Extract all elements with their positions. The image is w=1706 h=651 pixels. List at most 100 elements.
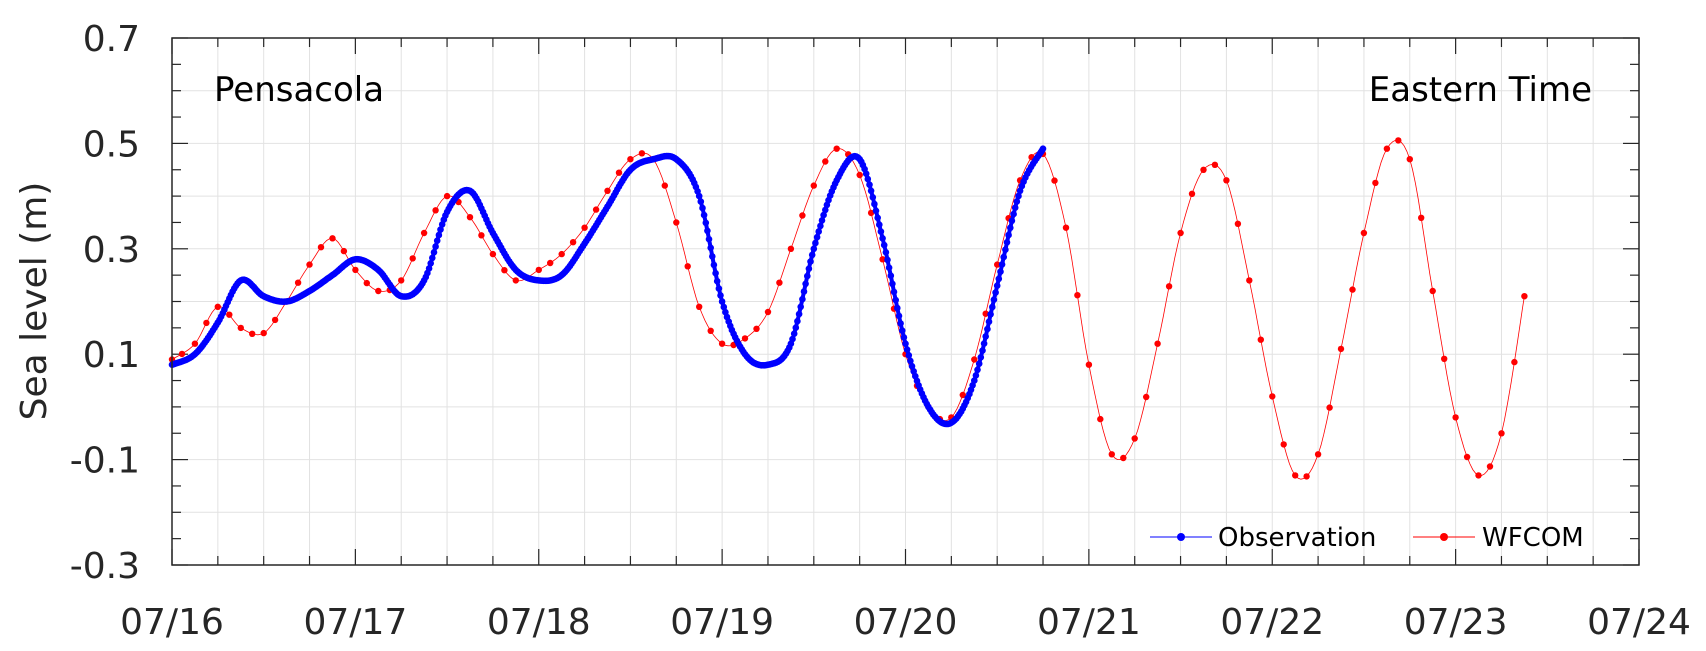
wfcom-point: [696, 303, 703, 310]
observation-point: [990, 296, 998, 304]
wfcom-point: [1108, 451, 1116, 458]
wfcom-point: [718, 340, 726, 347]
observation-point: [695, 192, 703, 200]
observation-point: [700, 211, 708, 219]
observation-point: [980, 340, 988, 347]
wfcom-point: [638, 150, 646, 157]
station-label: Pensacola: [214, 70, 384, 110]
legend-observation-label: Observation: [1218, 523, 1376, 553]
wfcom-point: [1280, 441, 1287, 448]
x-tick-label: 07/23: [1404, 602, 1508, 643]
wfcom-point: [1223, 177, 1230, 184]
series-layer: [168, 137, 1528, 480]
wfcom-point: [1395, 137, 1402, 144]
wfcom-point: [237, 324, 244, 332]
observation-point: [1003, 239, 1011, 246]
observation-point: [799, 295, 806, 303]
observation-point: [979, 347, 986, 354]
x-tick-label: 07/22: [1220, 602, 1324, 643]
observation-point: [877, 228, 885, 235]
x-tick-label: 07/18: [487, 602, 591, 643]
wfcom-point: [466, 214, 474, 221]
observation-point: [707, 244, 714, 252]
wfcom-point: [1498, 430, 1505, 437]
observation-point: [995, 275, 1003, 283]
observation-point: [808, 251, 816, 259]
x-tick-label: 07/21: [1037, 602, 1141, 643]
observation-point: [1008, 217, 1016, 225]
legend: Observation WFCOM: [1150, 523, 1584, 553]
observation-point: [820, 211, 827, 219]
observation-point: [713, 277, 721, 285]
wfcom-point: [317, 244, 325, 251]
x-tick-label: 07/16: [120, 602, 224, 643]
wfcom-point: [959, 391, 966, 399]
wfcom-point: [1143, 393, 1150, 401]
observation-point: [879, 235, 886, 242]
wfcom-point: [1372, 179, 1379, 187]
grid: [172, 38, 1639, 565]
observation-point: [880, 241, 888, 249]
observation-point: [437, 226, 444, 233]
observation-point: [1011, 204, 1019, 211]
observation-point: [427, 260, 435, 267]
wfcom-point: [879, 256, 886, 263]
wfcom-point: [1475, 472, 1482, 479]
wfcom-point: [822, 158, 829, 165]
legend-observation-marker: [1177, 533, 1185, 541]
observation-point: [1002, 246, 1009, 253]
observation-point: [900, 334, 908, 341]
observation-point: [710, 261, 718, 269]
wfcom-point: [363, 279, 370, 287]
wfcom-point: [776, 279, 783, 286]
observation-point: [876, 221, 883, 228]
observation-point: [704, 227, 711, 235]
wfcom-point: [707, 327, 714, 334]
observation-point: [800, 288, 808, 295]
observation-point: [997, 268, 1004, 276]
wfcom-point: [1074, 292, 1081, 299]
wfcom-point: [420, 229, 428, 237]
x-tick-label: 07/24: [1587, 602, 1691, 643]
wfcom-point: [1154, 340, 1161, 347]
wfcom-point: [1314, 451, 1322, 458]
x-tick-label: 07/19: [670, 602, 774, 643]
observation-point: [709, 253, 716, 260]
observation-point: [699, 204, 706, 212]
observation-point: [794, 317, 801, 325]
wfcom-point: [1441, 355, 1448, 362]
observation-point: [715, 285, 723, 292]
observation-point: [897, 320, 904, 327]
observation-point: [790, 330, 798, 338]
wfcom-point: [1360, 229, 1368, 237]
observation-point: [810, 245, 818, 253]
wfcom-point: [810, 182, 817, 189]
observation-point: [867, 187, 875, 195]
observation-point: [989, 303, 996, 311]
wfcom-point: [1177, 229, 1184, 237]
wfcom-point: [787, 245, 795, 252]
wfcom-point: [1337, 345, 1345, 353]
observation-point: [802, 280, 809, 288]
wfcom-point: [1097, 415, 1104, 423]
legend-wfcom-marker: [1440, 533, 1448, 541]
y-axis-label: Sea level (m): [14, 182, 55, 421]
observation-point: [898, 327, 906, 334]
wfcom-point: [592, 206, 600, 213]
wfcom-point: [1211, 161, 1219, 168]
observation-point: [982, 333, 989, 340]
wfcom-point: [535, 266, 542, 274]
observation-point: [697, 198, 705, 205]
observation-point: [804, 272, 811, 280]
wfcom-point: [1511, 358, 1518, 366]
wfcom-point: [1188, 190, 1196, 197]
observation-point: [1039, 145, 1047, 152]
observation-point: [895, 312, 903, 320]
y-tick-labels: -0.3 -0.1 0.1 0.3 0.5 0.7: [70, 19, 140, 587]
wfcom-point: [1521, 293, 1528, 300]
observation-point: [905, 352, 913, 359]
observation-point: [890, 288, 898, 296]
observation-point: [705, 235, 713, 243]
wfcom-point: [478, 232, 485, 239]
legend-wfcom-label: WFCOM: [1482, 523, 1584, 553]
